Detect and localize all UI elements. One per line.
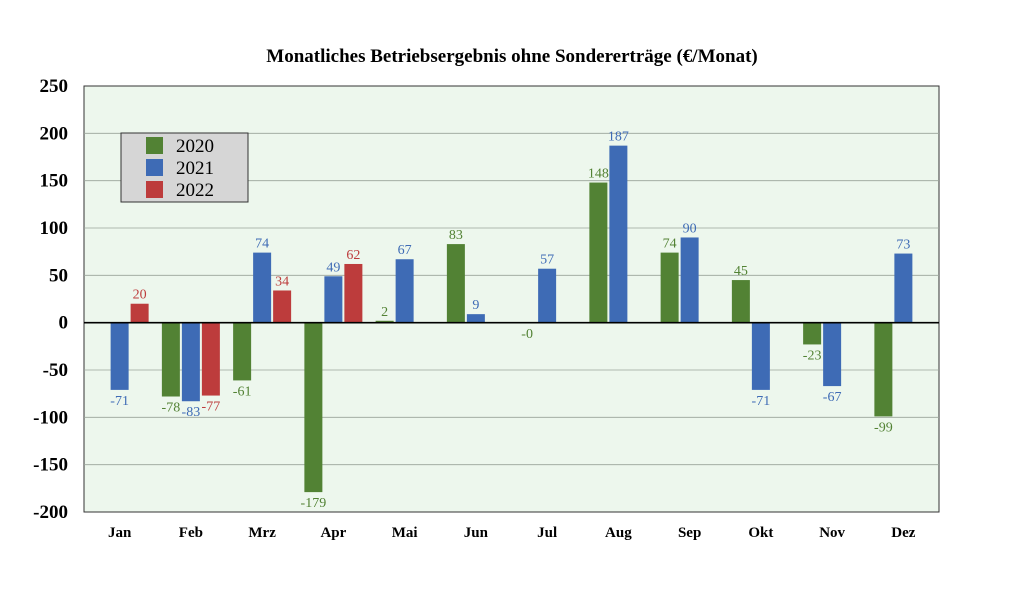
y-tick-label: -150	[33, 455, 68, 476]
data-label: 67	[398, 243, 412, 258]
data-label: -78	[162, 401, 181, 416]
bar-2021-Nov	[823, 322, 842, 387]
bar-2022-Jan	[130, 303, 149, 323]
data-label: 187	[608, 130, 629, 145]
data-label: 62	[346, 248, 360, 263]
bar-2020-Okt	[731, 280, 750, 323]
bar-2020-Nov	[803, 322, 822, 345]
data-label: -77	[202, 400, 221, 415]
data-label: 9	[472, 298, 479, 313]
data-label: 20	[133, 288, 147, 303]
y-tick-label: 50	[49, 265, 68, 286]
bar-2021-Jun	[466, 314, 485, 323]
data-label: 90	[683, 221, 697, 236]
bar-2021-Dez	[894, 253, 913, 323]
y-tick-label: 100	[40, 218, 69, 239]
bar-2021-Jul	[538, 268, 557, 323]
x-tick-label: Mrz	[248, 525, 276, 541]
y-tick-label: -50	[43, 360, 68, 381]
bar-2021-Okt	[751, 322, 770, 390]
x-tick-label: Dez	[891, 525, 915, 541]
data-label: 34	[275, 274, 289, 289]
data-label: -71	[110, 394, 129, 409]
bar-2020-Feb	[161, 322, 180, 397]
bar-2021-Aug	[609, 145, 628, 323]
bar-2020-Mai	[375, 320, 394, 323]
bars	[110, 145, 913, 493]
data-label: -67	[823, 390, 842, 405]
bar-2020-Jun	[446, 244, 465, 323]
data-label: 83	[449, 228, 463, 243]
data-label: 148	[588, 167, 609, 182]
legend-label-2022: 2022	[176, 180, 214, 201]
data-label: -23	[803, 348, 822, 363]
bar-2021-Mrz	[253, 252, 272, 323]
y-tick-label: 200	[40, 123, 69, 144]
data-label: 74	[255, 237, 269, 252]
bar-2020-Aug	[589, 182, 608, 323]
legend-swatch-2020	[146, 137, 163, 154]
data-label: -179	[301, 496, 327, 511]
data-label: -0	[521, 327, 533, 342]
bar-2021-Sep	[680, 237, 699, 323]
bar-2022-Mrz	[273, 290, 292, 323]
legend-swatch-2021	[146, 159, 163, 176]
y-tick-label: 150	[40, 171, 69, 192]
legend-label-2021: 2021	[176, 158, 214, 179]
y-tick-label: 250	[40, 76, 69, 97]
x-tick-label: Jul	[537, 525, 557, 541]
data-label: -71	[752, 394, 771, 409]
data-label: 73	[896, 238, 910, 253]
x-tick-label: Mai	[392, 525, 418, 541]
legend-box	[120, 132, 249, 203]
data-label: -61	[233, 384, 252, 399]
data-label: 74	[663, 237, 677, 252]
bar-2021-Feb	[181, 322, 200, 402]
x-tick-label: Okt	[748, 525, 773, 541]
data-label: 45	[734, 264, 748, 279]
data-label: 49	[326, 260, 340, 275]
data-label: 57	[540, 253, 554, 268]
bar-2020-Mrz	[233, 322, 252, 381]
y-axis-ticks: 250 200 150 100 50 0 -50 -100 -150 -200	[33, 76, 68, 523]
y-tick-label: -200	[33, 502, 68, 523]
x-tick-label: Nov	[819, 525, 845, 541]
bar-2022-Apr	[344, 263, 363, 323]
y-tick-label: -100	[33, 407, 68, 428]
chart-title: Monatliches Betriebsergebnis ohne Sonder…	[266, 46, 757, 67]
data-label: -83	[182, 405, 201, 420]
legend-label-2020: 2020	[176, 136, 214, 157]
legend-swatch-2022	[146, 181, 163, 198]
bar-2021-Jan	[110, 322, 129, 390]
data-label: 2	[381, 305, 388, 320]
data-label: -99	[874, 420, 893, 435]
x-tick-label: Apr	[320, 525, 346, 541]
bar-2021-Apr	[324, 276, 343, 323]
bar-2020-Apr	[304, 322, 323, 493]
x-tick-label: Sep	[678, 525, 701, 541]
x-tick-label: Jan	[108, 525, 132, 541]
x-axis-ticks: Jan Feb Mrz Apr Mai Jun Jul Aug Sep Okt Nov Dez	[108, 525, 916, 541]
x-tick-label: Aug	[605, 525, 632, 541]
bar-2020-Dez	[874, 322, 893, 417]
data-labels: -71 20 -78 -83 -77 -61 74 34 -179 49 62 2 67 83 9 -0 57 1…	[110, 130, 910, 511]
bar-2022-Feb	[201, 322, 220, 396]
x-tick-label: Jun	[464, 525, 489, 541]
x-tick-label: Feb	[179, 525, 203, 541]
y-tick-label: 0	[59, 313, 69, 334]
bar-2021-Mai	[395, 259, 414, 323]
bar-2020-Sep	[660, 252, 679, 323]
